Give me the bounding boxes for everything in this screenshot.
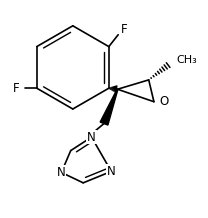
Text: F: F <box>121 23 128 36</box>
Polygon shape <box>100 89 118 125</box>
Text: N: N <box>107 165 116 178</box>
Text: N: N <box>87 131 96 144</box>
Text: CH₃: CH₃ <box>177 55 198 65</box>
Text: N: N <box>57 166 66 179</box>
Text: O: O <box>159 95 168 108</box>
Text: F: F <box>13 82 19 95</box>
